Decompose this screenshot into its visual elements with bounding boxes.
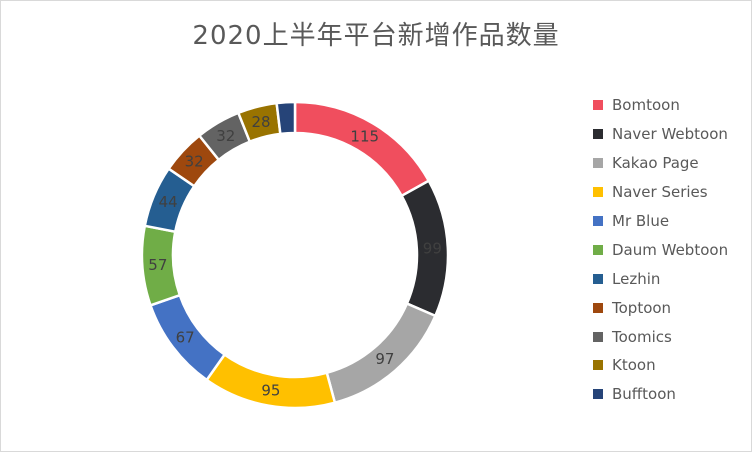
legend-label: Bomtoon — [612, 96, 680, 115]
legend-label: Toptoon — [612, 298, 672, 317]
data-label-bomtoon: 115 — [350, 128, 379, 146]
legend-item: Naver Webtoon — [593, 120, 751, 149]
legend-item: Mr Blue — [593, 207, 751, 236]
data-label-kakao-page: 97 — [375, 350, 394, 368]
data-label-naver-series: 95 — [261, 381, 280, 399]
data-label-naver-webtoon: 99 — [423, 239, 442, 257]
slice-bomtoon — [293, 100, 431, 198]
legend-swatch — [593, 216, 603, 226]
chart-legend: Bomtoon Naver Webtoon Kakao Page Naver Seri… — [593, 91, 751, 409]
legend-item: Toptoon — [593, 293, 751, 322]
legend-item: Ktoon — [593, 351, 751, 380]
data-label-daum-webtoon: 57 — [148, 256, 167, 274]
legend-label: Naver Series — [612, 183, 708, 202]
legend-label: Lezhin — [612, 269, 661, 288]
data-label-mr-blue: 67 — [176, 329, 195, 347]
legend-swatch — [593, 360, 603, 371]
legend-swatch — [593, 273, 603, 284]
legend-swatch — [593, 244, 603, 255]
data-label-toomics: 32 — [216, 127, 235, 145]
legend-swatch — [593, 331, 603, 342]
legend-swatch — [593, 389, 603, 400]
legend-label: Toomics — [612, 327, 672, 346]
legend-item: Daum Webtoon — [593, 235, 751, 264]
legend-item: Lezhin — [593, 264, 751, 293]
legend-label: Kakao Page — [612, 154, 699, 173]
legend-swatch — [593, 302, 603, 313]
slice-bufftoon — [275, 100, 297, 136]
data-label-toptoon: 32 — [185, 153, 204, 171]
legend-item: Kakao Page — [593, 149, 751, 178]
legend-item: Bomtoon — [593, 91, 751, 120]
data-label-ktoon: 28 — [251, 113, 270, 131]
legend-label: Naver Webtoon — [612, 125, 728, 144]
legend-swatch — [593, 187, 603, 198]
legend-swatch — [593, 158, 603, 169]
legend-item: Toomics — [593, 322, 751, 351]
legend-swatch — [593, 100, 603, 111]
legend-swatch — [593, 129, 603, 140]
legend-label: Mr Blue — [612, 212, 670, 230]
data-label-lezhin: 44 — [159, 193, 178, 211]
legend-item: Naver Series — [593, 178, 751, 207]
legend-item: Bufftoon — [593, 380, 751, 409]
legend-label: Bufftoon — [612, 385, 676, 404]
chart-title: 2020上半年平台新增作品数量 — [192, 21, 560, 51]
legend-label: Daum Webtoon — [612, 240, 729, 259]
legend-label: Ktoon — [612, 356, 656, 375]
